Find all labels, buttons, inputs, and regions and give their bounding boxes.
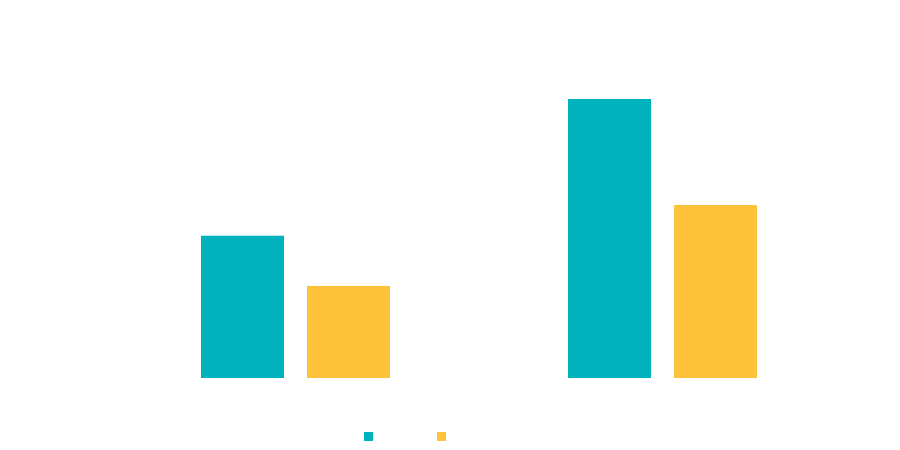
bar-group-1-series-2 <box>307 285 390 378</box>
bar-group-2-series-1 <box>568 99 651 378</box>
legend <box>364 432 446 441</box>
legend-swatch-series-1 <box>364 432 373 441</box>
bar-group-2-series-2 <box>674 205 757 378</box>
bar-group-1-series-1 <box>201 235 284 378</box>
legend-swatch-series-2 <box>437 432 446 441</box>
bars-layer <box>201 99 757 378</box>
